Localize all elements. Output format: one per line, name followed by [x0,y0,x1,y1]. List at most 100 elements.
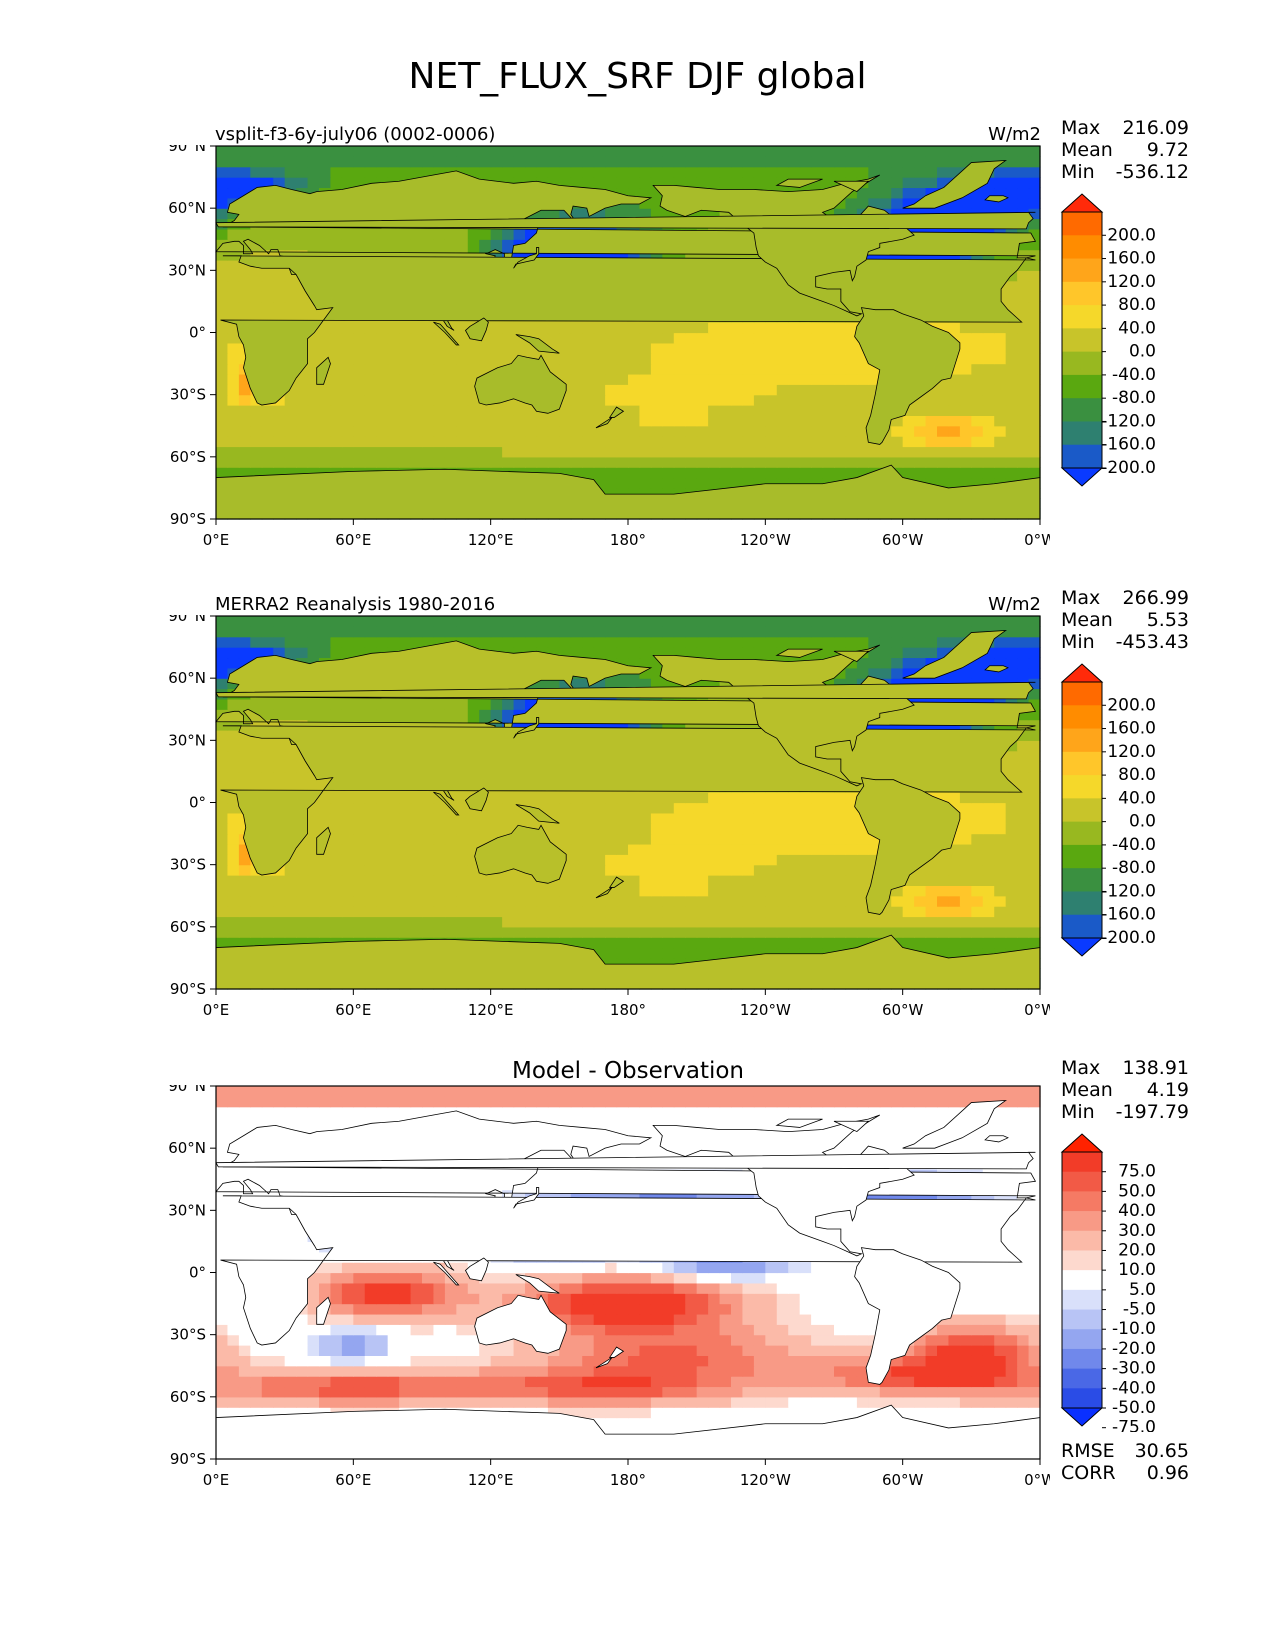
field-cell [742,332,755,344]
field-cell [307,363,320,375]
field-cell [387,156,400,168]
field-cell [799,166,812,178]
field-cell [502,916,515,928]
field-cell [593,405,606,416]
field-cell [387,166,400,178]
field-cell [731,394,744,406]
field-cell [639,864,652,876]
field-cell [696,937,709,949]
field-cell [868,916,881,928]
field-cell [628,425,641,437]
field-cell [273,415,286,427]
field-cell [570,446,583,458]
field-cell [708,864,721,876]
field-cell [639,916,652,928]
field-cell [284,467,297,479]
field-cell [1005,384,1018,396]
field-cell [273,709,286,721]
field-cell [1005,885,1018,897]
field-cell [456,146,469,157]
field-cell [559,436,572,448]
field-cell [753,792,766,804]
field-cell [776,363,789,375]
field-cell [856,843,869,855]
field-cell [834,415,847,427]
field-cell [433,384,446,396]
field-cell [1005,895,1018,907]
field-cell [902,187,915,199]
field-cell [456,425,469,437]
field-cell [776,854,789,866]
field-cell [948,322,961,334]
field-cell [753,353,766,365]
field-cell [284,146,297,157]
field-cell [536,322,549,334]
field-cell [547,885,560,897]
field-cell [708,678,721,690]
field-cell [891,177,904,189]
field-cell [1028,771,1041,783]
field-cell [422,885,435,897]
field-cell [319,415,332,427]
field-cell [410,342,423,354]
field-cell [708,332,721,344]
field-cell [216,906,229,918]
field-cell [731,322,744,334]
field-cell [227,456,240,468]
field-cell [364,709,377,721]
field-cell [593,678,606,690]
field-cell [822,864,835,876]
field-cell [731,916,744,928]
field-cell [799,156,812,168]
field-cell [605,249,618,261]
field-cell [227,342,240,354]
field-cell [685,802,698,814]
field-cell [399,885,412,897]
field-cell [582,937,595,949]
field-cell [547,446,560,458]
field-cell [811,895,824,907]
field-cell [673,156,686,168]
field-cell [422,436,435,448]
field-cell [490,342,503,354]
field-cell [753,802,766,814]
field-cell [845,657,858,669]
field-cell [628,467,641,479]
field-cell [570,456,583,468]
field-cell [971,864,984,876]
field-cell [1017,332,1030,344]
field-cell [719,146,732,157]
field-cell [765,802,778,814]
field-cell [673,415,686,427]
field-cell [662,875,675,886]
field-cell [605,833,618,845]
field-cell [216,729,229,741]
field-cell [559,146,572,157]
field-cell [456,854,469,866]
field-cell [296,885,309,897]
field-cell [685,947,698,959]
field-cell [1017,363,1030,375]
field-cell [422,792,435,804]
field-cell [341,394,354,406]
field-cell [547,916,560,928]
field-cell [456,709,469,721]
field-cell [650,812,663,824]
field-cell [639,906,652,918]
field-cell [891,916,904,928]
field-cell [891,926,904,938]
field-cell [673,937,686,949]
field-cell [319,926,332,938]
field-cell [685,384,698,396]
field-cell [582,906,595,918]
field-cell [1028,875,1041,886]
field-cell [261,425,274,437]
field-cell [422,875,435,886]
field-cell [982,906,995,918]
field-cell [238,166,251,178]
field-cell [605,792,618,804]
field-cell [685,823,698,835]
field-cell [456,446,469,458]
field-cell [959,456,972,468]
field-cell [845,208,858,220]
